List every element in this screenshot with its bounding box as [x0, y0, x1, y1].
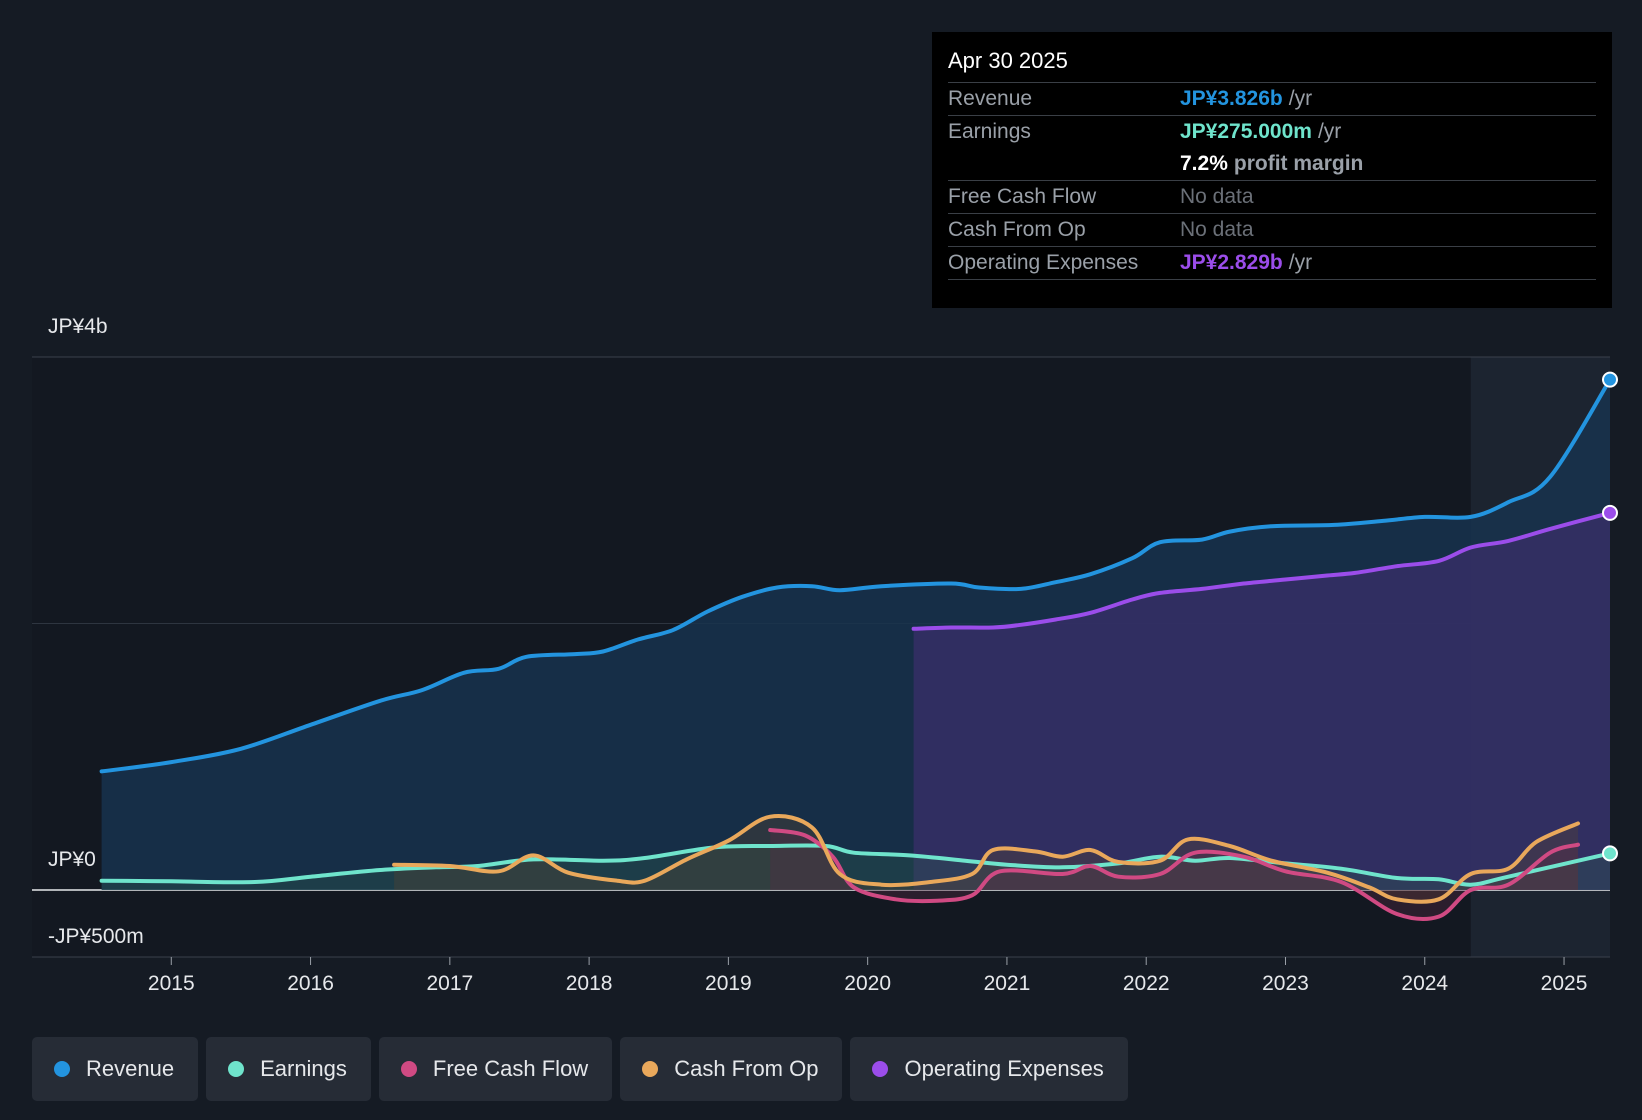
opex-end-point: [1602, 504, 1618, 521]
x-tick-label: 2016: [287, 972, 334, 995]
fcf-area: [770, 830, 1578, 920]
legend-item-fcf[interactable]: Free Cash Flow: [378, 1037, 613, 1101]
legend-label-revenue: Revenue: [86, 1056, 175, 1081]
x-tick-label: 2021: [984, 972, 1031, 995]
tooltip-value-opex: JP¥2.829b: [1180, 251, 1283, 274]
tooltip-row-revenue: Revenue JP¥3.826b /yr: [948, 83, 1596, 116]
x-tick-label: 2023: [1262, 972, 1309, 995]
legend-label-fcf: Free Cash Flow: [432, 1056, 589, 1081]
tooltip-row-margin: 7.2% profit margin: [948, 148, 1596, 181]
cfo-line: [392, 814, 1580, 904]
tooltip-unit-opex: /yr: [1288, 251, 1313, 274]
cfo-dot-icon: [642, 1061, 659, 1077]
opex-dot-icon: [872, 1061, 889, 1077]
tooltip-value-earnings: JP¥275.000m: [1180, 120, 1312, 143]
tooltip-label-cfo: Cash From Op: [948, 218, 1086, 241]
legend: Revenue Earnings Free Cash Flow Cash Fro…: [32, 1037, 1128, 1101]
y-tick-label: JP¥0: [48, 848, 96, 871]
tooltip-row-opex: Operating Expenses JP¥2.829b /yr: [948, 247, 1596, 280]
x-tick-label: 2018: [566, 972, 613, 995]
revenue-line: [99, 377, 1612, 774]
x-tick-label: 2015: [148, 972, 195, 995]
earnings-dot-icon: [228, 1061, 245, 1077]
tooltip-unit-margin: profit margin: [1233, 152, 1364, 175]
legend-label-opex: Operating Expenses: [904, 1056, 1104, 1081]
legend-item-earnings[interactable]: Earnings: [206, 1037, 371, 1101]
legend-label-earnings: Earnings: [260, 1056, 347, 1081]
tooltip-label-earnings: Earnings: [948, 120, 1031, 143]
legend-item-opex[interactable]: Operating Expenses: [850, 1037, 1128, 1101]
y-tick-label: -JP¥500m: [48, 925, 144, 948]
earnings-line: [99, 843, 1612, 887]
fcf-dot-icon: [400, 1061, 417, 1077]
x-tick-label: 2025: [1541, 972, 1588, 995]
revenue-end-point: [1602, 371, 1618, 388]
x-tick-label: 2024: [1401, 972, 1448, 995]
legend-label-cfo: Cash From Op: [674, 1056, 819, 1081]
legend-item-cfo[interactable]: Cash From Op: [620, 1037, 843, 1101]
tooltip-label-fcf: Free Cash Flow: [948, 185, 1097, 208]
earnings-area: [101, 845, 1611, 890]
x-tick-label: 2022: [1123, 972, 1170, 995]
tooltip-value-revenue: JP¥3.826b: [1180, 87, 1283, 110]
tooltip-value-fcf: No data: [1180, 185, 1254, 208]
earnings-end-point: [1602, 845, 1618, 862]
tooltip-label-opex: Operating Expenses: [948, 251, 1139, 274]
x-tick-label: 2020: [844, 972, 891, 995]
x-tick-label: 2017: [426, 972, 473, 995]
tooltip-row-cfo: Cash From Op No data: [948, 214, 1596, 247]
fcf-line: [768, 828, 1580, 922]
legend-item-revenue[interactable]: Revenue: [32, 1037, 199, 1101]
tooltip-unit-revenue: /yr: [1288, 87, 1313, 110]
y-tick-label: JP¥4b: [48, 315, 108, 338]
opex-line: [911, 510, 1612, 631]
tooltip-date: Apr 30 2025: [948, 46, 1596, 83]
tooltip-row-fcf: Free Cash Flow No data: [948, 181, 1596, 214]
tooltip-value-margin: 7.2%: [1180, 152, 1228, 175]
tooltip-label-revenue: Revenue: [948, 87, 1033, 110]
x-tick-label: 2019: [705, 972, 752, 995]
tooltip-unit-earnings: /yr: [1317, 120, 1342, 143]
tooltip-value-cfo: No data: [1180, 218, 1254, 241]
revenue-dot-icon: [54, 1061, 70, 1077]
tooltip-row-earnings: Earnings JP¥275.000m /yr: [948, 116, 1596, 148]
opex-area: [913, 512, 1610, 890]
tooltip: Apr 30 2025 Revenue JP¥3.826b /yr Earnin…: [932, 32, 1612, 308]
